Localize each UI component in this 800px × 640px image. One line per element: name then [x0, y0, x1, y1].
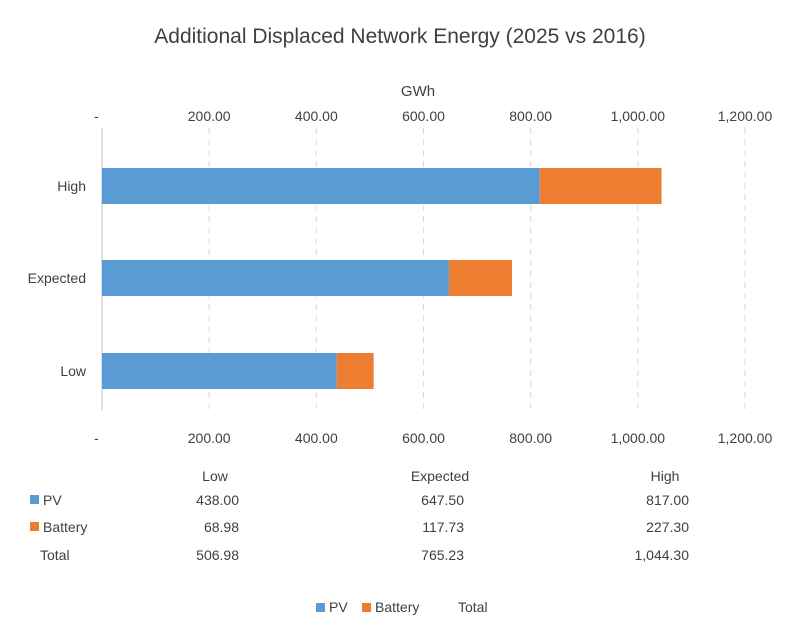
tick-label-bottom: 400.00 — [295, 430, 338, 446]
table-cell: 817.00 — [646, 492, 689, 508]
bar-battery-expected — [448, 260, 513, 296]
table-cell: 438.00 — [196, 492, 239, 508]
tick-label-bottom: 800.00 — [509, 430, 552, 446]
legend-swatch-battery — [362, 603, 371, 612]
table-column-header: Low — [202, 468, 229, 484]
legend: PV Battery Total — [316, 599, 488, 615]
table-cell: 227.30 — [646, 519, 689, 535]
table-cell: 506.98 — [196, 547, 239, 563]
tick-label-top: 600.00 — [402, 108, 445, 124]
category-labels: Low Expected High — [28, 178, 87, 379]
legend-label-pv: PV — [329, 599, 348, 615]
category-label-high: High — [57, 178, 86, 194]
tick-label-top: 1,000.00 — [611, 108, 666, 124]
tick-label-bottom: 1,000.00 — [611, 430, 666, 446]
chart-title: Additional Displaced Network Energy (202… — [154, 25, 645, 48]
category-label-expected: Expected — [28, 270, 86, 286]
tick-label-bottom: 200.00 — [188, 430, 231, 446]
tick-label-bottom: 600.00 — [402, 430, 445, 446]
bar-battery-low — [336, 353, 374, 389]
legend-swatch-pv — [316, 603, 325, 612]
table-cell: 1,044.30 — [635, 547, 690, 563]
table-column-header: High — [651, 468, 680, 484]
table-cell: 765.23 — [421, 547, 464, 563]
table-swatch-pv — [30, 495, 39, 504]
table-column-header: Expected — [411, 468, 469, 484]
bar-pv-low — [102, 353, 337, 389]
category-label-low: Low — [60, 363, 87, 379]
top-axis-ticks: - 200.00 400.00 600.00 800.00 1,000.00 1,200.0… — [94, 108, 772, 124]
bar-battery-high — [539, 168, 662, 204]
tick-label-top: 1,200.00 — [718, 108, 773, 124]
table-cell: 117.73 — [422, 519, 464, 535]
table-cell: 68.98 — [204, 519, 239, 535]
tick-label-bottom: - — [94, 430, 99, 446]
bars — [102, 168, 662, 389]
bottom-axis-ticks: - 200.00 400.00 600.00 800.00 1,000.00 1,200.0… — [94, 430, 772, 446]
data-table: Low Expected High PV 438.00 647.50 817.00 Batte… — [30, 468, 689, 563]
bar-pv-high — [102, 168, 540, 204]
tick-label-top: - — [94, 108, 99, 124]
bar-pv-expected — [102, 260, 449, 296]
unit-label: GWh — [401, 83, 435, 100]
tick-label-top: 800.00 — [509, 108, 552, 124]
table-cell: 647.50 — [421, 492, 464, 508]
tick-label-top: 400.00 — [295, 108, 338, 124]
table-row-label: PV — [43, 492, 62, 508]
legend-label-total: Total — [458, 599, 488, 615]
table-row-label: Battery — [43, 519, 87, 535]
legend-label-battery: Battery — [375, 599, 419, 615]
tick-label-bottom: 1,200.00 — [718, 430, 773, 446]
tick-label-top: 200.00 — [188, 108, 231, 124]
table-row-label: Total — [40, 547, 70, 563]
table-swatch-battery — [30, 522, 39, 531]
